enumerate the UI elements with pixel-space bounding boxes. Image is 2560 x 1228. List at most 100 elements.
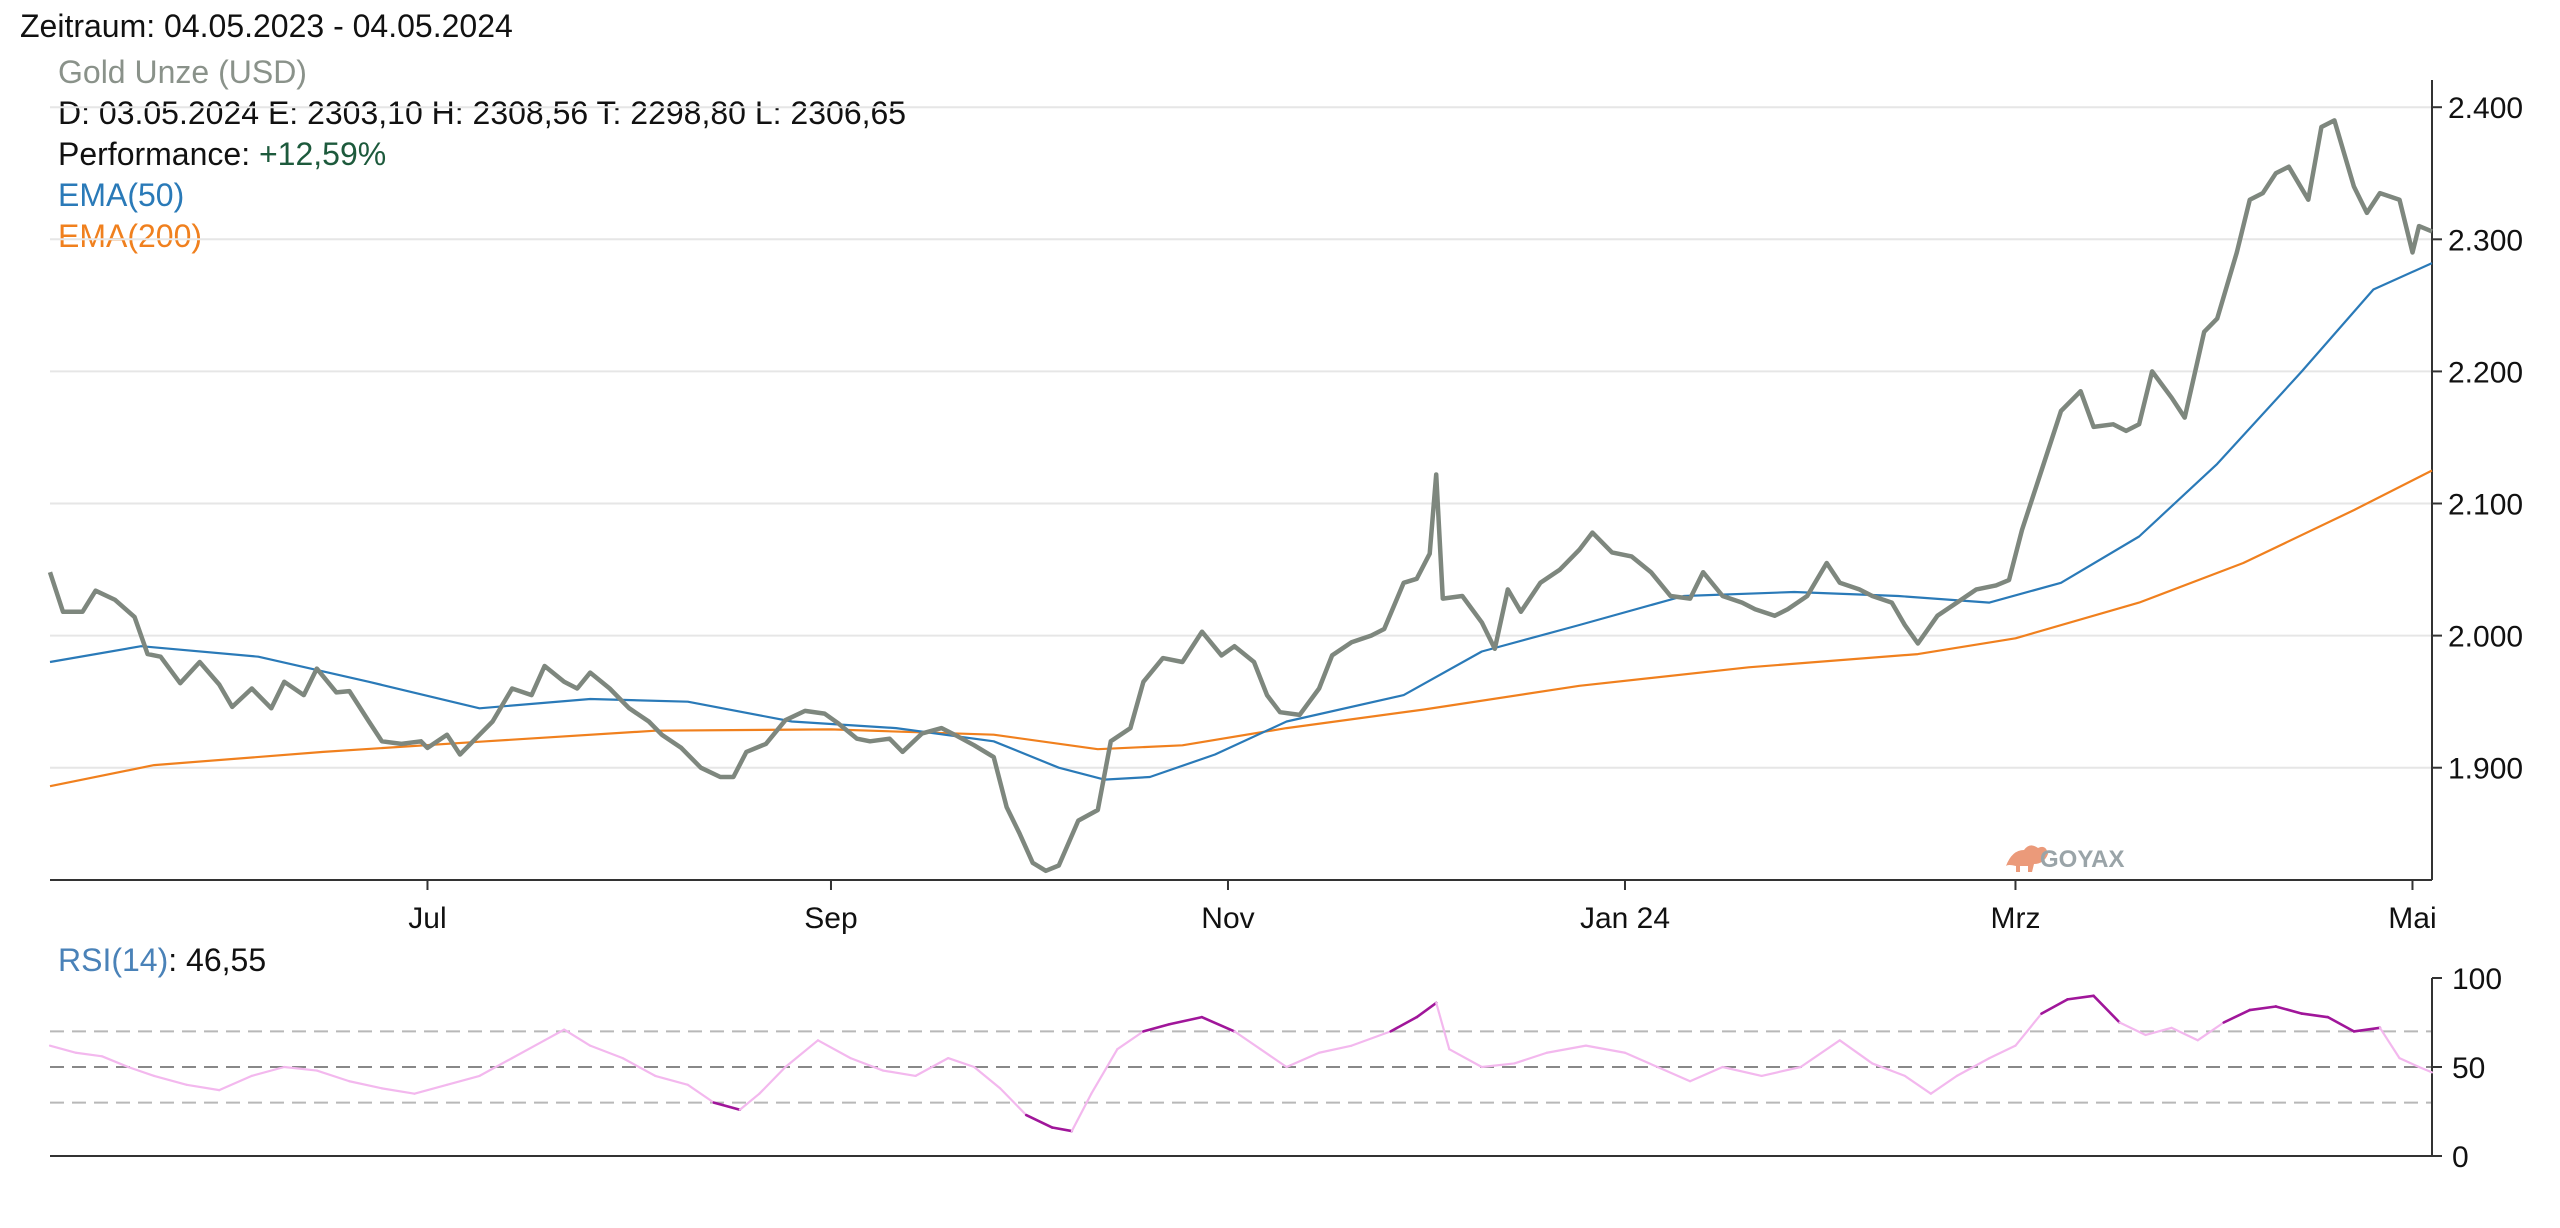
rsi-segment xyxy=(784,1039,820,1069)
rsi-segment xyxy=(2417,1065,2434,1074)
rsi-segment xyxy=(712,1101,742,1112)
rsi-segment xyxy=(1116,1030,1145,1051)
ema200-series-line xyxy=(49,469,2433,788)
rsi-segment xyxy=(2092,994,2121,1024)
rsi-segment xyxy=(1142,1022,1171,1033)
rsi-segment xyxy=(621,1056,657,1078)
rsi-segment xyxy=(1090,1048,1119,1095)
rsi-segment xyxy=(589,1044,624,1060)
rsi-segment xyxy=(2326,1015,2356,1033)
x-tick-label-2: Nov xyxy=(1201,902,1254,935)
rsi-segment xyxy=(1050,1126,1074,1133)
rsi-segment xyxy=(2222,1008,2252,1024)
x-tick-label-1: Sep xyxy=(804,902,857,935)
x-tick-label-4: Mrz xyxy=(1990,902,2040,935)
rsi-segment xyxy=(2378,1026,2401,1060)
rsi-segment xyxy=(218,1074,253,1092)
legend-ema50: EMA(50) xyxy=(58,177,185,213)
rsi-segment xyxy=(1623,1051,1659,1069)
rsi-segment xyxy=(185,1083,221,1092)
y-tick-label-2200: 2.200 xyxy=(2448,356,2523,389)
rsi-segment xyxy=(1871,1062,1906,1078)
x-tick-label-3: Jan 24 xyxy=(1580,902,1670,935)
rsi-segment xyxy=(2300,1012,2330,1019)
x-tick-label-5: Mai xyxy=(2388,902,2436,935)
rsi-segment xyxy=(1200,1015,1236,1033)
rsi-segment xyxy=(1688,1065,1724,1083)
rsi-segment xyxy=(849,1056,885,1072)
rsi-segment xyxy=(48,1044,78,1054)
rsi-name: RSI(14) xyxy=(58,942,169,978)
performance-value: +12,59% xyxy=(258,136,387,172)
rsi-segment xyxy=(283,1065,318,1072)
ema50-series-line xyxy=(49,262,2433,781)
rsi-segment xyxy=(563,1028,592,1047)
rsi-segment xyxy=(1070,1092,1093,1133)
rsi-segment xyxy=(686,1083,715,1104)
rsi-segment xyxy=(250,1065,286,1078)
rsi-tick-label-50: 50 xyxy=(2452,1052,2485,1085)
rsi-segment xyxy=(2274,1005,2304,1015)
rsi-segment xyxy=(1760,1065,1802,1078)
rsi-segment xyxy=(1955,1056,1991,1078)
rsi-segment xyxy=(2118,1021,2147,1037)
rsi-segment xyxy=(1838,1039,1874,1065)
legend-performance: Performance: +12,59% xyxy=(58,134,906,175)
rsi-segment xyxy=(1584,1044,1627,1054)
rsi-segment xyxy=(2248,1005,2278,1012)
rsi-segment xyxy=(348,1080,384,1090)
rsi-segment xyxy=(74,1051,104,1058)
rsi-segment xyxy=(100,1055,130,1069)
rsi-segment xyxy=(1903,1074,1932,1095)
rsi-segment xyxy=(999,1087,1028,1117)
rsi-segment xyxy=(1024,1113,1054,1129)
rsi-segment xyxy=(1168,1015,1204,1026)
rsi-segment xyxy=(478,1056,514,1078)
x-tick-label-0: Jul xyxy=(408,902,446,935)
y-tick-label-2100: 2.100 xyxy=(2448,489,2523,522)
period-label: Zeitraum: 04.05.2023 - 04.05.2024 xyxy=(20,8,513,44)
legend-instrument: Gold Unze (USD) xyxy=(58,54,307,90)
rsi-segment xyxy=(654,1074,689,1086)
legend-ohlc: D: 03.05.2024 E: 2303,10 H: 2308,56 T: 2… xyxy=(58,95,907,131)
rsi-segment xyxy=(973,1065,1002,1090)
watermark-text: GOYAX xyxy=(2040,846,2124,873)
rsi-segment xyxy=(2196,1021,2225,1042)
rsi-segment xyxy=(1233,1030,1262,1051)
rsi-segment xyxy=(2398,1056,2421,1069)
rsi-segment xyxy=(413,1083,449,1095)
y-tick-label-2400: 2.400 xyxy=(2448,92,2523,125)
rsi-segment xyxy=(380,1087,416,1095)
rsi-segment xyxy=(1435,1001,1451,1051)
rsi-segment xyxy=(543,1028,566,1042)
rsi-segment xyxy=(1415,1001,1438,1019)
rsi-segment xyxy=(914,1056,950,1078)
rsi-segment xyxy=(2066,994,2095,1001)
rsi-segment xyxy=(2352,1026,2382,1033)
rsi-segment xyxy=(510,1039,546,1060)
chart-legend: Gold Unze (USD) D: 03.05.2024 E: 2303,10… xyxy=(58,52,906,257)
rsi-segment xyxy=(1721,1065,1763,1078)
y-tick-label-1900: 1.900 xyxy=(2448,753,2523,786)
rsi-segment xyxy=(1656,1065,1692,1083)
rsi-segment xyxy=(1480,1062,1516,1069)
rsi-segment xyxy=(816,1039,852,1060)
rsi-tick-label-100: 100 xyxy=(2452,963,2502,996)
price-series-line xyxy=(47,118,2433,874)
rsi-segment xyxy=(153,1074,188,1086)
rsi-segment xyxy=(315,1069,351,1083)
rsi-legend: RSI(14): 46,55 xyxy=(58,942,267,978)
rsi-segment xyxy=(2014,1012,2043,1047)
rsi-segment xyxy=(445,1074,481,1086)
goyax-watermark: GOYAX xyxy=(2006,845,2124,873)
performance-label: Performance: xyxy=(58,136,251,172)
rsi-segment xyxy=(881,1069,917,1078)
legend-ema200: EMA(200) xyxy=(58,218,203,254)
rsi-segment xyxy=(1350,1030,1392,1047)
rsi-segment xyxy=(2170,1026,2199,1042)
rsi-segment xyxy=(126,1065,156,1078)
rsi-segment xyxy=(1317,1044,1353,1054)
rsi-segment xyxy=(738,1092,761,1111)
y-tick-label-2300: 2.300 xyxy=(2448,224,2523,257)
